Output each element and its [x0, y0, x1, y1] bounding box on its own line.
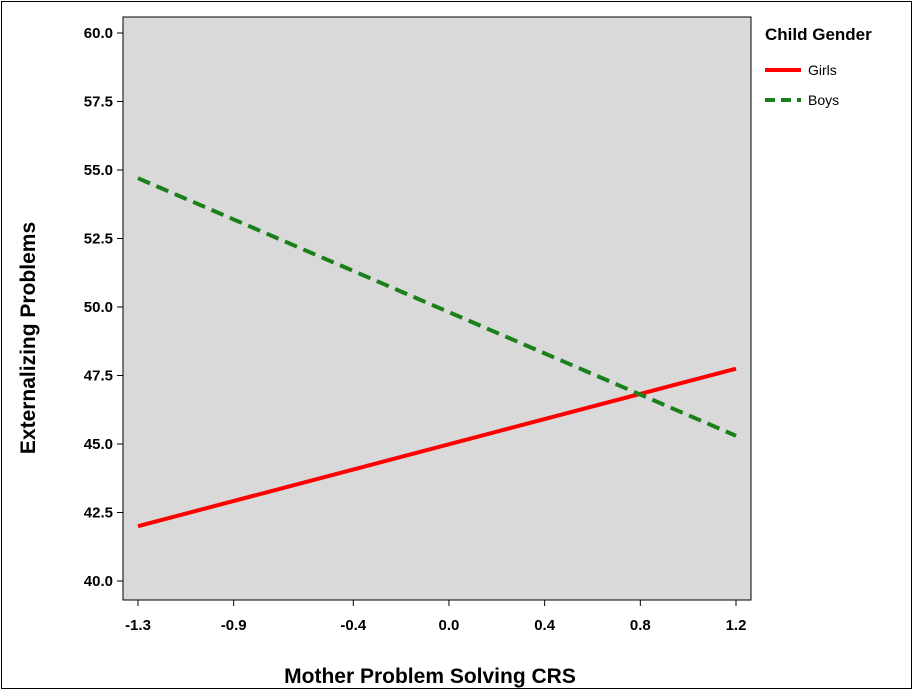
- y-tick-label: 47.5: [84, 368, 113, 385]
- x-tick-label: 0.0: [439, 617, 460, 634]
- x-tick-label: 0.4: [534, 617, 556, 634]
- x-tick-label: -0.4: [340, 617, 367, 634]
- x-tick-label: -0.9: [221, 617, 247, 634]
- series-layer: [137, 176, 737, 529]
- y-tick-label: 57.5: [84, 94, 113, 111]
- y-axis: 40.0 42.5 45.0 47.5 50.0 52.5 55.0 57.5 60.0: [84, 25, 123, 590]
- y-tick-label: 55.0: [84, 162, 113, 179]
- x-axis: -1.3 -0.9 -0.4 0.0 0.4 0.8 1.2: [125, 600, 746, 634]
- y-tick-label: 50.0: [84, 299, 113, 316]
- y-tick-label: 52.5: [84, 231, 113, 248]
- y-tick-label: 60.0: [84, 25, 113, 42]
- y-tick-label: 42.5: [84, 505, 113, 522]
- legend-title: Child Gender: [765, 25, 872, 44]
- y-tick-label: 45.0: [84, 436, 113, 453]
- x-tick-label: 0.8: [630, 617, 651, 634]
- series-line-boys: [137, 176, 737, 438]
- y-axis-title: Externalizing Problems: [17, 222, 40, 454]
- legend-label-girls: Girls: [808, 62, 837, 78]
- legend: Child Gender Girls Boys: [765, 25, 872, 108]
- x-tick-label: 1.2: [726, 617, 747, 634]
- y-tick-label: 40.0: [84, 573, 113, 590]
- x-axis-title: Mother Problem Solving CRS: [284, 665, 576, 688]
- legend-label-boys: Boys: [808, 92, 839, 108]
- x-tick-label: -1.3: [125, 617, 151, 634]
